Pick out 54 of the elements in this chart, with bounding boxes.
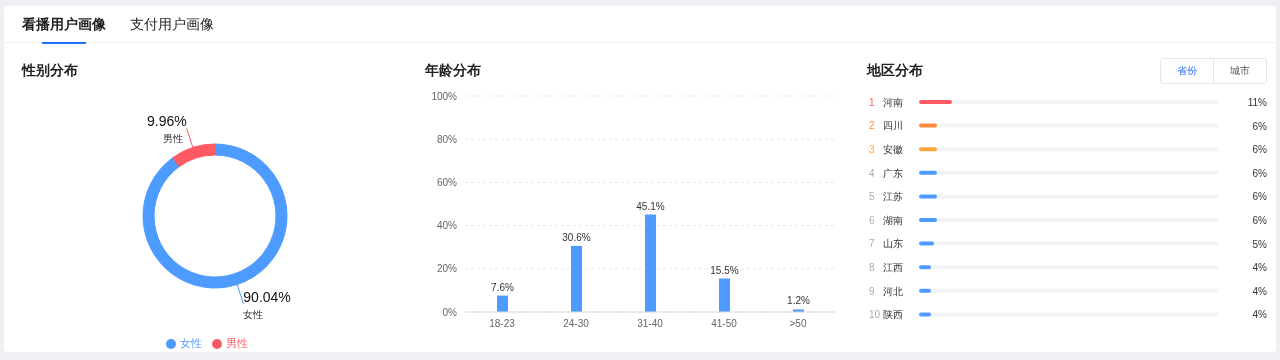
data-label: 4% bbox=[1252, 309, 1268, 321]
y-tick-label: 60% bbox=[436, 176, 458, 188]
x-tick-label: 24-30 bbox=[563, 318, 590, 330]
data-label: 15.5% bbox=[710, 264, 739, 276]
data-label: 4% bbox=[1252, 262, 1268, 274]
text: 支付用户画像 bbox=[130, 16, 214, 34]
chart-title: 地区分布 bbox=[867, 62, 923, 80]
slice-label: 女性 bbox=[243, 308, 264, 320]
y-tick-label: 40% bbox=[436, 220, 458, 232]
y-tick-label: 2 四川 bbox=[869, 120, 903, 132]
y-tick-label: 0% bbox=[442, 306, 458, 318]
bar bbox=[645, 214, 656, 312]
y-tick-label: 10 陕西 bbox=[869, 309, 903, 321]
legend-label: 男性 bbox=[226, 337, 248, 349]
x-tick-label: >50 bbox=[789, 318, 807, 330]
text: 看播用户画像 bbox=[22, 16, 106, 34]
y-tick-label: 3 安徽 bbox=[869, 144, 903, 155]
y-tick-label: 80% bbox=[436, 133, 458, 145]
y-tick-label: 1 河南 bbox=[869, 96, 903, 108]
text: 城市 bbox=[1213, 59, 1266, 83]
y-tick-label: 9 河北 bbox=[869, 285, 903, 297]
data-label: 6% bbox=[1252, 144, 1268, 156]
data-label: 6% bbox=[1252, 167, 1268, 179]
data-label: 6% bbox=[1252, 215, 1268, 226]
x-tick-label: 41-50 bbox=[711, 318, 738, 330]
data-label: 90.04% bbox=[243, 288, 291, 305]
data-label: 7.6% bbox=[491, 281, 514, 293]
y-tick-label: 6 湖南 bbox=[869, 214, 903, 226]
y-tick-label: 8 江西 bbox=[869, 262, 903, 273]
data-label: 30.6% bbox=[562, 231, 591, 243]
x-tick-label: 18-23 bbox=[489, 318, 516, 330]
y-tick-label: 5 江苏 bbox=[869, 191, 903, 203]
legend-label: 女性 bbox=[180, 337, 202, 349]
data-label: 6% bbox=[1252, 120, 1268, 132]
data-label: 1.2% bbox=[787, 295, 810, 307]
chart-title: 年龄分布 bbox=[425, 62, 482, 80]
data-label: 9.96% bbox=[146, 113, 187, 130]
y-tick-label: 100% bbox=[431, 90, 458, 102]
data-label: 5% bbox=[1252, 238, 1268, 250]
data-label: 45.1% bbox=[636, 200, 665, 212]
y-tick-label: 4 广东 bbox=[869, 167, 903, 179]
y-tick-label: 20% bbox=[436, 263, 458, 275]
data-label: 11% bbox=[1247, 97, 1268, 108]
bar bbox=[571, 245, 582, 312]
bar bbox=[719, 278, 730, 312]
x-tick-label: 31-40 bbox=[637, 318, 664, 330]
data-label: 6% bbox=[1252, 191, 1268, 203]
text: 省份 bbox=[1176, 64, 1198, 78]
chart-title: 性别分布 bbox=[22, 62, 79, 80]
bar bbox=[919, 100, 952, 104]
bar bbox=[497, 295, 508, 312]
data-label: 4% bbox=[1252, 285, 1268, 297]
y-tick-label: 7 山东 bbox=[869, 238, 903, 250]
slice-label: 男性 bbox=[162, 133, 183, 145]
